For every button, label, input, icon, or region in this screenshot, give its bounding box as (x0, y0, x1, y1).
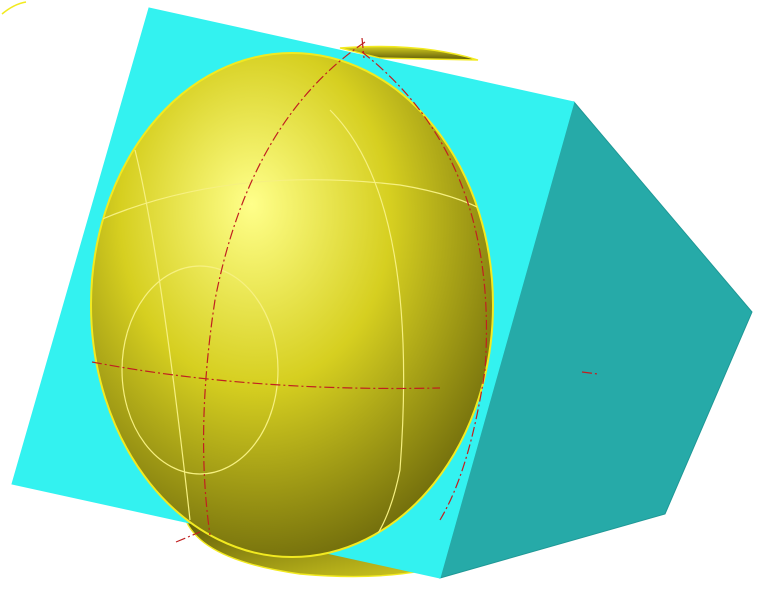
sphere-body (90, 52, 494, 558)
seam-curve-meridian (202, 41, 366, 536)
seam-marker-side (581, 371, 599, 375)
axis-marker-fragment (1, 1, 27, 15)
iso-curve-left-arc (134, 149, 191, 521)
iso-curve-vertical-right (329, 109, 405, 546)
seam-marker-bottom (175, 531, 201, 543)
sphere-iso-curves (99, 109, 493, 546)
iso-curve-inner-ring (121, 265, 279, 475)
iso-curve-horizontal-upper (99, 179, 493, 221)
seam-marker-top (361, 37, 365, 59)
seam-curve-equator (91, 361, 441, 390)
sphere-top-cap (339, 45, 479, 61)
sphere-seam-curves (91, 37, 599, 543)
